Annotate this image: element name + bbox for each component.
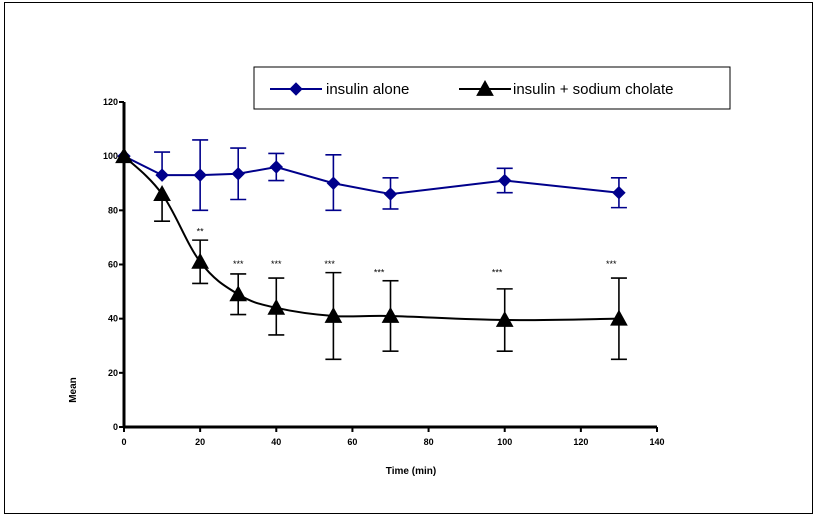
legend-marker [289, 82, 303, 96]
significance-label: *** [374, 267, 385, 277]
data-point [610, 309, 628, 326]
legend-marker [476, 79, 494, 96]
legend-item-insulin-sodium-cholate [459, 79, 511, 96]
x-tick-label: 100 [497, 437, 512, 447]
data-point [326, 176, 341, 190]
significance-label: *** [606, 259, 617, 269]
y-tick-label: 0 [113, 422, 118, 432]
series-insulin-alone [117, 139, 627, 212]
x-tick-label: 60 [347, 437, 357, 447]
y-tick-label: 100 [103, 151, 118, 161]
y-tick-label: 120 [103, 97, 118, 107]
x-tick-label: 40 [271, 437, 281, 447]
x-tick-label: 120 [573, 437, 588, 447]
data-point [229, 285, 248, 302]
data-point [193, 168, 207, 182]
significance-label: ** [197, 227, 205, 237]
x-axis-title: Time (min) [386, 466, 436, 477]
series-layer [115, 139, 628, 361]
data-point [495, 310, 514, 327]
x-axis: 0 20 40 60 80 100 120 140 [121, 425, 665, 447]
data-point [498, 173, 512, 188]
y-tick-label: 20 [108, 368, 118, 378]
data-point [383, 187, 398, 201]
data-point [381, 306, 400, 323]
y-tick-label: 60 [108, 260, 118, 270]
data-point [269, 160, 283, 174]
series-line [123, 155, 619, 322]
data-point [155, 168, 169, 182]
series-insulin-sodium-cholate [115, 147, 628, 361]
x-tick-label: 0 [121, 437, 126, 447]
legend-label-insulin-alone: insulin alone [326, 81, 409, 98]
x-tick-label: 20 [195, 437, 205, 447]
x-tick-label: 80 [424, 437, 434, 447]
data-point [267, 298, 286, 315]
legend: insulin alone insulin + sodium cholate [253, 66, 731, 110]
significance-label: *** [233, 259, 244, 269]
y-tick-label: 40 [108, 314, 118, 324]
data-point [324, 306, 343, 323]
data-point [191, 252, 209, 269]
data-point [115, 147, 133, 164]
data-point [231, 167, 245, 181]
data-point [612, 186, 626, 200]
significance-label: *** [271, 259, 282, 269]
y-axis-title: Mean [68, 377, 79, 403]
y-tick-label: 80 [108, 205, 118, 215]
significance-label: *** [324, 259, 335, 269]
significance-annotations: ***** *** ****** ****** [197, 227, 617, 278]
significance-label: *** [492, 267, 503, 277]
data-point [153, 185, 171, 201]
legend-item-insulin-alone [270, 82, 322, 96]
x-tick-label: 140 [649, 437, 664, 447]
legend-label-insulin-sodium-cholate: insulin + sodium cholate [513, 81, 674, 98]
